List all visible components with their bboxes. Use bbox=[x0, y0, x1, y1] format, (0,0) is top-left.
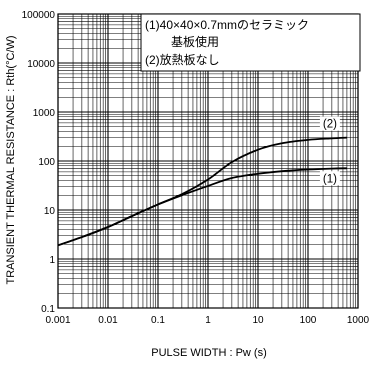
series-label-2: (2) bbox=[323, 119, 337, 131]
y-tick-label: 100000 bbox=[22, 10, 56, 21]
annotation-line-3: (2)放熱板なし bbox=[145, 52, 220, 67]
series-label-bg bbox=[319, 171, 340, 186]
y-tick-label: 100 bbox=[38, 157, 55, 168]
series-line-2 bbox=[57, 136, 347, 247]
series-layer: (1) (2) bbox=[57, 116, 347, 247]
series-label-1: (1) bbox=[323, 173, 337, 185]
y-tick-labels: 100000 10000 1000 100 10 1 0.1 bbox=[22, 10, 56, 315]
x-tick-label: 0.1 bbox=[151, 315, 165, 326]
series-label-bg bbox=[319, 116, 340, 131]
y-tick-label: 10000 bbox=[27, 59, 55, 70]
annotation-line-1: (1)40×40×0.7mmのセラミック bbox=[145, 18, 309, 32]
legend-box bbox=[140, 13, 361, 72]
x-tick-label: 1000 bbox=[347, 315, 370, 326]
x-tick-label: 100 bbox=[300, 315, 317, 326]
y-tick-label: 1000 bbox=[33, 108, 56, 119]
y-tick-label: 0.1 bbox=[41, 304, 55, 315]
x-tick-labels: 0.001 0.01 0.1 1 10 100 1000 bbox=[45, 315, 369, 326]
x-tick-label: 0.01 bbox=[98, 315, 118, 326]
x-tick-label: 10 bbox=[252, 315, 264, 326]
y-axis-label: TRANSIENT THERMAL RESISTANCE : Rth(°C/W) bbox=[5, 35, 17, 284]
x-tick-label: 1 bbox=[205, 315, 211, 326]
annotation-line-2: 基板使用 bbox=[171, 34, 219, 49]
x-tick-label: 0.001 bbox=[45, 315, 70, 326]
series-line-1 bbox=[57, 167, 347, 247]
y-tick-label: 1 bbox=[49, 255, 55, 266]
x-axis-label: PULSE WIDTH : Pw (s) bbox=[151, 347, 267, 359]
y-tick-label: 10 bbox=[44, 206, 56, 217]
